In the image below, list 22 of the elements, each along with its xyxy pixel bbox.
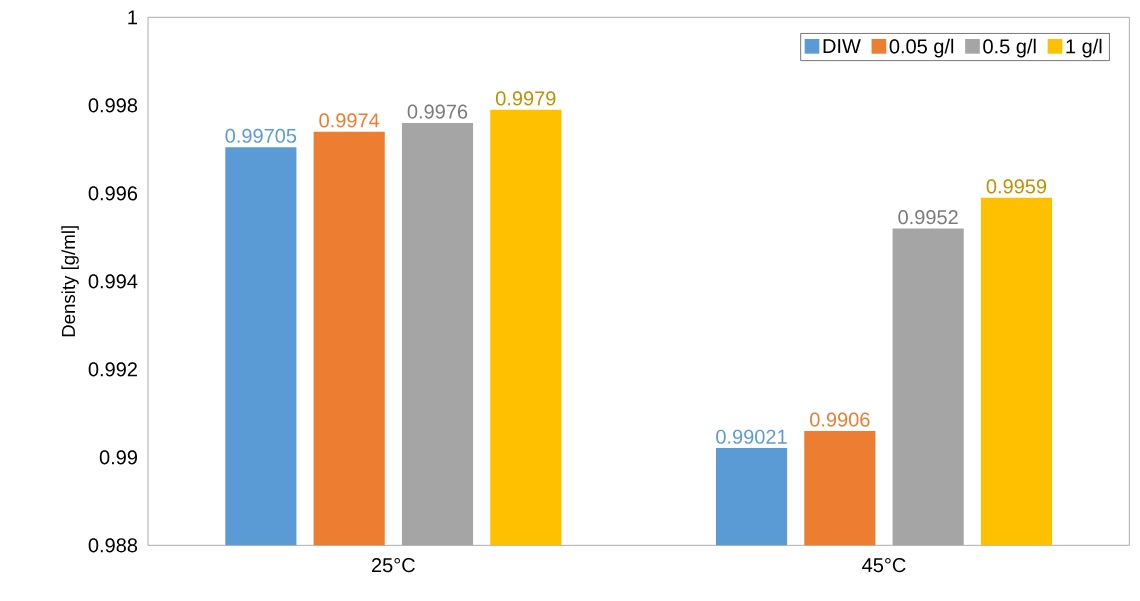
y-tick-label: 1 (128, 10, 137, 25)
legend-label: 1 g/l (1066, 38, 1102, 58)
y-axis-title: Density [g/ml] (61, 226, 79, 337)
y-tick-label: 0.998 (88, 98, 138, 113)
data-label: 0.9979 (496, 91, 556, 106)
legend-label: DIW (823, 38, 861, 53)
x-tick-label: 45°C (862, 557, 906, 573)
y-tick-label: 0.994 (88, 274, 138, 289)
data-label: 0.99705 (225, 128, 297, 143)
y-tick-label: 0.996 (88, 186, 138, 201)
legend-label: 0.05 g/l (889, 38, 954, 58)
data-label: 0.9974 (319, 113, 380, 128)
x-tick-label: 25°C (372, 557, 415, 573)
data-label: 0.99021 (716, 429, 787, 444)
y-tick-label: 0.99 (99, 450, 137, 465)
data-label: 0.9952 (898, 209, 958, 225)
y-tick-label: 0.992 (88, 362, 137, 377)
legend-label: 0.5 g/l (983, 38, 1036, 58)
data-label: 0.9976 (407, 104, 468, 119)
data-label: 0.9959 (986, 179, 1047, 194)
data-label: 0.9906 (810, 412, 870, 427)
y-tick-label: 0.988 (88, 538, 138, 553)
